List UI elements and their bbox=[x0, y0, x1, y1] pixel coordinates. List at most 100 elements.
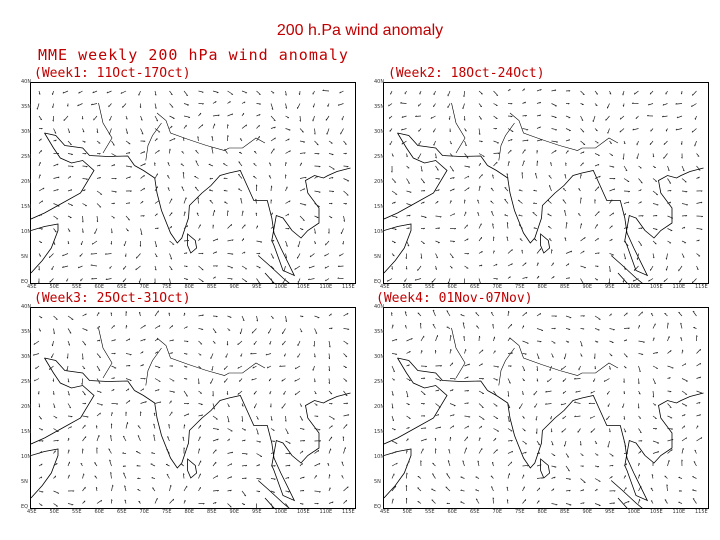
wind-vector-head bbox=[387, 279, 389, 282]
wind-vector-head bbox=[325, 279, 327, 282]
wind-vector bbox=[460, 314, 465, 317]
wind-vector-head bbox=[570, 250, 573, 253]
wind-vector-head bbox=[171, 325, 173, 327]
wind-vector bbox=[169, 484, 172, 492]
wind-vector bbox=[551, 140, 558, 143]
wind-vector-head bbox=[100, 500, 102, 502]
lon-tick-label: 85E bbox=[560, 509, 570, 515]
wind-vector-head bbox=[468, 187, 470, 190]
wind-vector-head bbox=[669, 406, 672, 408]
wind-vector bbox=[285, 240, 288, 247]
wind-vector-head bbox=[454, 228, 457, 230]
wind-vector-head bbox=[308, 266, 311, 269]
wind-vector-head bbox=[415, 115, 417, 117]
country-border bbox=[145, 122, 162, 161]
wind-vector bbox=[634, 90, 639, 95]
wind-vector bbox=[341, 115, 344, 121]
wind-vector bbox=[391, 353, 398, 355]
wind-vector-head bbox=[341, 461, 344, 463]
gulf-coastline bbox=[44, 357, 135, 391]
wind-vector bbox=[51, 265, 54, 271]
wind-vector-head bbox=[580, 174, 582, 176]
wind-vector-head bbox=[423, 227, 425, 230]
wind-vector bbox=[212, 428, 219, 430]
wind-vector bbox=[154, 253, 158, 258]
wind-vector-head bbox=[77, 266, 80, 269]
wind-vector bbox=[667, 350, 672, 354]
wind-vector-head bbox=[197, 382, 200, 385]
wind-vector bbox=[580, 478, 586, 483]
wind-vector-head bbox=[317, 503, 319, 505]
wind-vector-head bbox=[259, 478, 262, 480]
wind-vector-head bbox=[651, 474, 654, 476]
wind-vector bbox=[692, 498, 697, 504]
wind-vector-head bbox=[287, 477, 290, 479]
wind-vector-head bbox=[452, 177, 455, 179]
wind-vector bbox=[694, 140, 697, 147]
wind-vector-head bbox=[698, 402, 701, 404]
wind-vector bbox=[609, 225, 613, 229]
wind-vector bbox=[299, 450, 304, 454]
wind-vector-head bbox=[171, 352, 173, 354]
wind-vector bbox=[664, 475, 668, 479]
wind-vector-head bbox=[537, 357, 540, 360]
wind-vector bbox=[197, 136, 199, 142]
wind-vector bbox=[594, 186, 600, 192]
wind-vector bbox=[96, 203, 102, 208]
wind-vector-head bbox=[37, 392, 40, 395]
wind-vector-head bbox=[596, 265, 599, 268]
wind-vector-head bbox=[129, 354, 132, 356]
wind-vector-head bbox=[682, 256, 685, 258]
wind-vector bbox=[623, 153, 625, 160]
country-border bbox=[509, 112, 619, 151]
lat-tick-label: 25N bbox=[21, 154, 32, 160]
wind-vector bbox=[62, 253, 69, 257]
lon-tick-label: 105E bbox=[297, 509, 310, 515]
wind-vector bbox=[183, 390, 188, 397]
wind-vector-head bbox=[624, 430, 627, 433]
wind-vector-head bbox=[128, 219, 130, 221]
wind-vector-head bbox=[155, 245, 157, 248]
wind-vector bbox=[681, 190, 688, 192]
wind-vector-head bbox=[451, 155, 454, 157]
wind-vector bbox=[67, 328, 72, 334]
wind-vector bbox=[210, 353, 214, 359]
wind-vector bbox=[507, 428, 513, 432]
wind-vector-head bbox=[511, 249, 513, 251]
wind-vector bbox=[414, 278, 422, 281]
wind-vector-head bbox=[435, 268, 437, 270]
wind-vector-head bbox=[294, 367, 297, 370]
wind-vector-head bbox=[128, 202, 131, 205]
wind-vector bbox=[314, 462, 321, 467]
wind-vector-head bbox=[678, 490, 681, 492]
wind-vector-head bbox=[111, 423, 113, 426]
wind-vector-head bbox=[671, 449, 673, 451]
wind-vector-head bbox=[568, 139, 571, 142]
wind-vector-head bbox=[285, 320, 287, 322]
lat-tick-label: 20N bbox=[21, 404, 32, 410]
wind-vector bbox=[417, 265, 422, 271]
wind-vector bbox=[227, 503, 232, 508]
wind-vector-head bbox=[510, 116, 513, 118]
wind-vector bbox=[435, 153, 437, 159]
wind-vector-head bbox=[434, 437, 437, 440]
wind-vector-head bbox=[671, 439, 674, 441]
country-border bbox=[498, 122, 515, 161]
wind-vector-head bbox=[215, 251, 217, 254]
wind-vector-head bbox=[40, 418, 42, 420]
wind-vector-head bbox=[632, 279, 635, 282]
wind-vector bbox=[667, 178, 672, 184]
wind-vector bbox=[67, 140, 72, 146]
wind-vector bbox=[664, 499, 668, 504]
wind-vector bbox=[447, 460, 451, 467]
wind-vector bbox=[285, 428, 289, 434]
wind-vector-head bbox=[123, 435, 125, 438]
wind-vector bbox=[285, 128, 291, 131]
wind-vector-head bbox=[216, 238, 219, 241]
wind-vector bbox=[638, 474, 640, 479]
wind-vector bbox=[93, 115, 98, 121]
wind-vector bbox=[294, 390, 301, 396]
wind-vector bbox=[241, 278, 248, 283]
wind-vector-head bbox=[186, 341, 189, 343]
wind-vector-head bbox=[525, 312, 527, 314]
